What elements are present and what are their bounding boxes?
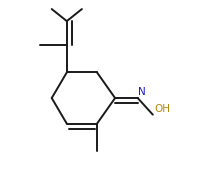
Text: N: N — [138, 87, 146, 97]
Text: OH: OH — [155, 104, 171, 114]
